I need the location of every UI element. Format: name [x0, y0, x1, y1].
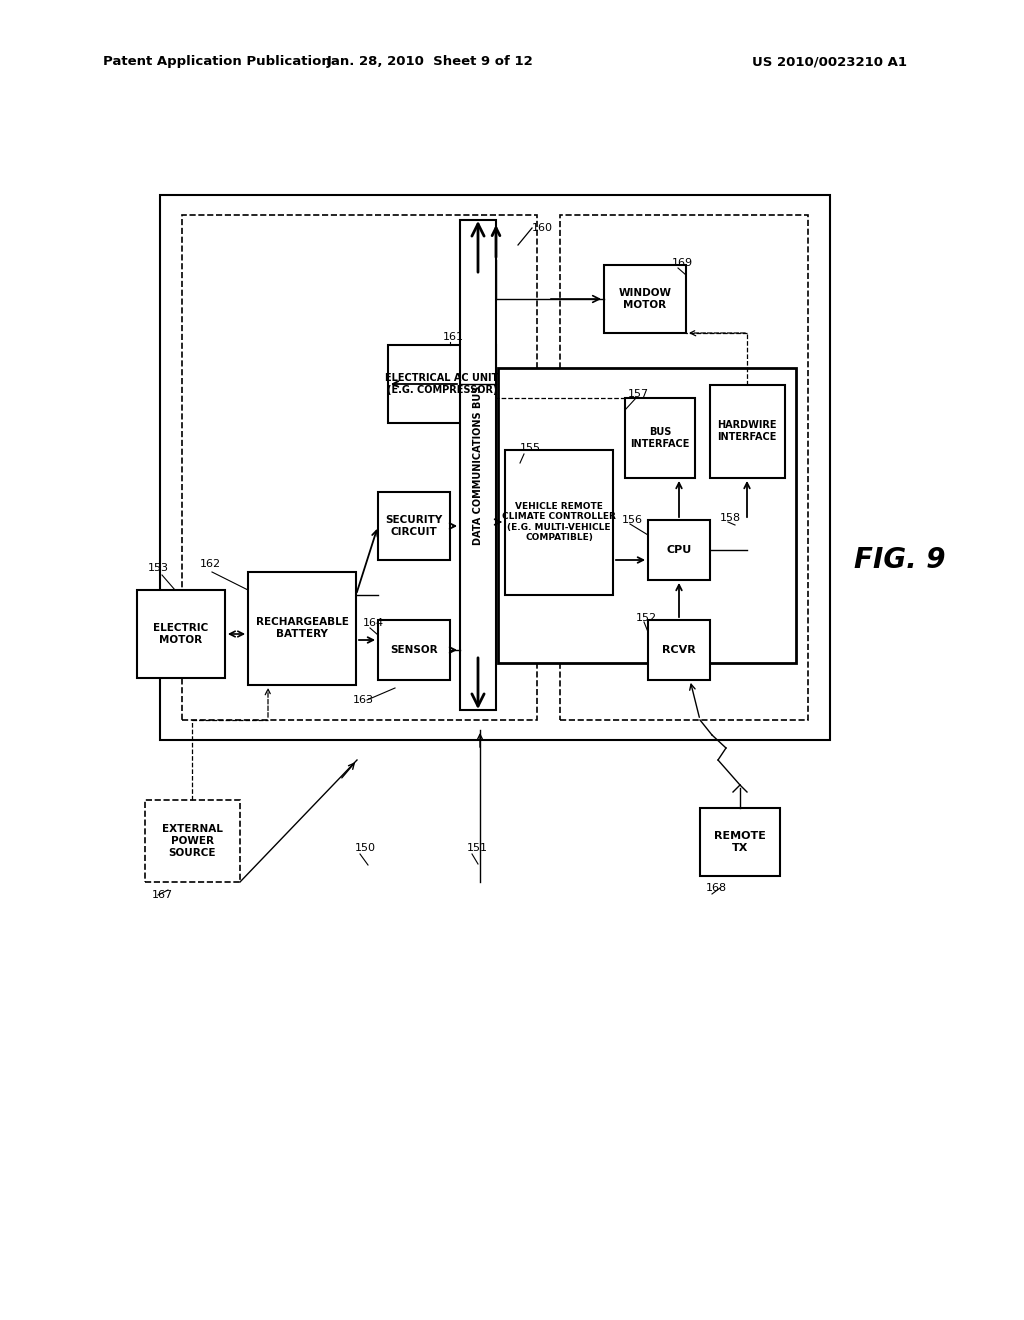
Text: 153: 153 — [148, 564, 169, 573]
Bar — [248, 572, 356, 685]
Bar — [182, 215, 537, 719]
Bar — [160, 195, 830, 741]
Text: Patent Application Publication: Patent Application Publication — [103, 55, 331, 69]
Text: 164: 164 — [362, 618, 384, 628]
Bar — [378, 620, 450, 680]
Bar — [498, 368, 796, 663]
Text: DATA COMMUNICATIONS BUS: DATA COMMUNICATIONS BUS — [473, 385, 483, 545]
Text: 158: 158 — [720, 513, 741, 523]
Bar — [700, 808, 780, 876]
Text: CPU: CPU — [667, 545, 691, 554]
Text: Jan. 28, 2010  Sheet 9 of 12: Jan. 28, 2010 Sheet 9 of 12 — [327, 55, 534, 69]
Text: VEHICLE REMOTE
CLIMATE CONTROLLER
(E.G. MULTI-VEHICLE
COMPATIBLE): VEHICLE REMOTE CLIMATE CONTROLLER (E.G. … — [502, 502, 616, 543]
Text: RCVR: RCVR — [663, 645, 696, 655]
Text: US 2010/0023210 A1: US 2010/0023210 A1 — [753, 55, 907, 69]
Text: 169: 169 — [672, 257, 693, 268]
Bar — [648, 620, 710, 680]
Bar — [460, 220, 496, 710]
Text: 150: 150 — [355, 843, 376, 853]
Text: 155: 155 — [520, 444, 541, 453]
Text: REMOTE
TX: REMOTE TX — [714, 832, 766, 853]
Text: SECURITY
CIRCUIT: SECURITY CIRCUIT — [385, 515, 442, 537]
Text: 160: 160 — [532, 223, 553, 234]
Text: FIG. 9: FIG. 9 — [854, 546, 946, 574]
Text: BUS
INTERFACE: BUS INTERFACE — [631, 428, 690, 449]
Text: WINDOW
MOTOR: WINDOW MOTOR — [618, 288, 672, 310]
Bar — [388, 345, 496, 422]
Text: HARDWIRE
INTERFACE: HARDWIRE INTERFACE — [717, 420, 777, 442]
Text: ELECTRICAL AC UNIT
(E.G. COMPRESSOR): ELECTRICAL AC UNIT (E.G. COMPRESSOR) — [385, 374, 499, 395]
Bar — [560, 215, 808, 719]
Bar — [505, 450, 613, 595]
Bar — [378, 492, 450, 560]
Text: EXTERNAL
POWER
SOURCE: EXTERNAL POWER SOURCE — [162, 825, 222, 858]
Bar — [604, 265, 686, 333]
Text: 161: 161 — [443, 333, 464, 342]
Text: 156: 156 — [622, 515, 643, 525]
Text: 152: 152 — [636, 612, 657, 623]
Text: 151: 151 — [467, 843, 488, 853]
Text: 167: 167 — [152, 890, 173, 900]
Text: 162: 162 — [200, 558, 221, 569]
Text: 163: 163 — [353, 696, 374, 705]
Bar — [648, 520, 710, 579]
Bar — [137, 590, 225, 678]
Bar — [625, 399, 695, 478]
Bar — [710, 385, 785, 478]
Text: 157: 157 — [628, 389, 649, 399]
Text: ELECTRIC
MOTOR: ELECTRIC MOTOR — [154, 623, 209, 644]
Text: SENSOR: SENSOR — [390, 645, 438, 655]
Bar — [145, 800, 240, 882]
Text: 168: 168 — [706, 883, 727, 894]
Text: RECHARGEABLE
BATTERY: RECHARGEABLE BATTERY — [256, 618, 348, 639]
